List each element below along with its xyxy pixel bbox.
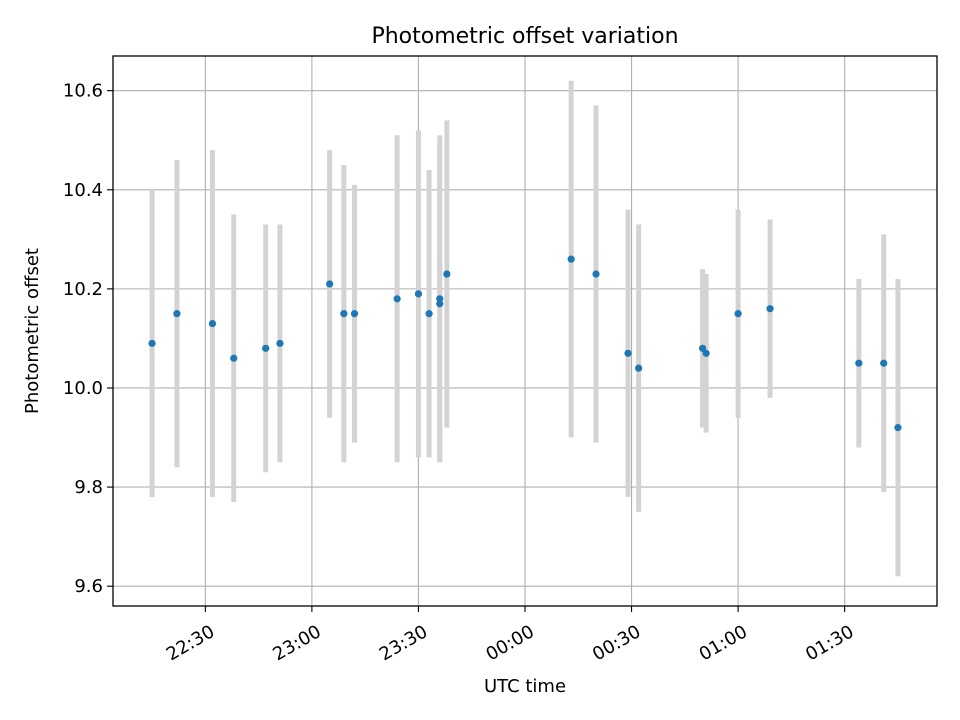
data-point <box>436 300 444 308</box>
data-point <box>567 255 575 263</box>
data-point <box>702 349 710 357</box>
data-point <box>262 344 270 352</box>
data-point <box>326 280 334 288</box>
data-point <box>340 310 348 318</box>
chart-title: Photometric offset variation <box>371 24 678 49</box>
data-point <box>766 305 774 313</box>
data-point <box>880 359 888 367</box>
data-point <box>173 310 181 318</box>
data-point <box>855 359 863 367</box>
data-point <box>148 339 156 347</box>
y-tick-label: 9.6 <box>74 576 103 597</box>
data-point <box>425 310 433 318</box>
data-point <box>734 310 742 318</box>
y-axis-label: Photometric offset <box>22 248 43 414</box>
data-point <box>443 270 451 278</box>
x-axis-label: UTC time <box>484 676 566 697</box>
data-point <box>276 339 284 347</box>
data-point <box>208 319 217 328</box>
data-point <box>414 290 423 298</box>
y-tick-label: 10.4 <box>63 180 103 201</box>
y-tick-label: 10.6 <box>63 81 103 102</box>
data-point <box>698 344 707 352</box>
data-point <box>393 295 401 303</box>
data-point <box>624 349 632 357</box>
y-tick-label: 10.2 <box>63 279 103 300</box>
data-point <box>894 424 902 432</box>
y-tick-label: 10.0 <box>63 378 103 399</box>
data-point <box>635 364 643 372</box>
data-point <box>350 310 359 318</box>
y-axis: 9.6 9.8 10.0 10.2 10.4 10.6 <box>63 81 113 597</box>
y-tick-label: 9.8 <box>74 477 103 498</box>
data-point <box>230 354 238 362</box>
data-points <box>148 255 902 432</box>
data-point <box>436 295 444 303</box>
data-point <box>592 270 600 278</box>
